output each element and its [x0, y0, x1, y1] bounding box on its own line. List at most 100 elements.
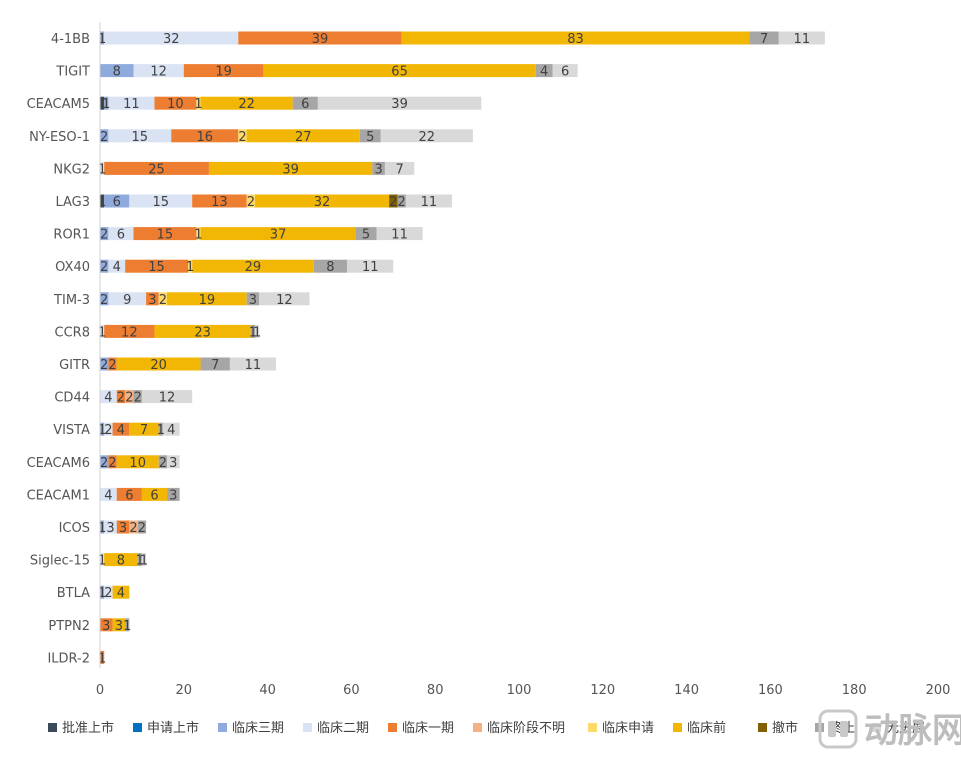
bars-layer: [100, 31, 825, 664]
data-label: 2: [100, 293, 108, 308]
category-label: Siglec-15: [30, 554, 90, 569]
data-label: 8: [326, 260, 334, 275]
bar-segment: [108, 357, 117, 371]
data-label: 7: [760, 32, 768, 47]
bar-segment: [196, 96, 201, 110]
bar-segment: [171, 129, 239, 143]
legend-swatch: [758, 723, 767, 732]
bar-segment: [100, 357, 109, 371]
legend-swatch: [48, 723, 57, 732]
bar-segment: [749, 31, 779, 45]
legend-swatch: [303, 723, 312, 732]
bar-segment: [154, 96, 197, 110]
data-label: 2: [108, 358, 116, 373]
bar-segment: [104, 422, 113, 436]
bar-segment: [552, 64, 578, 78]
bar-segment: [255, 194, 390, 208]
data-label: 2: [138, 521, 146, 536]
legend-swatch: [673, 723, 682, 732]
bar-segment: [347, 259, 394, 273]
data-label: 2: [159, 456, 167, 471]
data-label: 12: [121, 325, 138, 340]
data-label: 2: [134, 391, 142, 406]
data-label: 1: [98, 97, 106, 112]
data-label: 1: [249, 325, 257, 340]
bar-segment: [137, 553, 142, 567]
bar-segment: [259, 292, 310, 306]
data-label: 1: [140, 554, 148, 569]
legend-swatch: [588, 723, 597, 732]
data-label: 7: [395, 162, 403, 177]
bar-segment: [162, 422, 180, 436]
data-label: 19: [199, 293, 216, 308]
data-label: 23: [194, 325, 211, 340]
bar-segment: [129, 422, 159, 436]
bar-segment: [133, 64, 184, 78]
bar-segment: [116, 390, 126, 404]
bar-segment: [100, 618, 113, 632]
category-label: ILDR-2: [47, 651, 90, 666]
bar-segment: [125, 618, 130, 632]
data-label: 12: [159, 391, 176, 406]
bar-segment: [100, 161, 105, 175]
bar-segment: [141, 390, 193, 404]
bar-segment: [200, 227, 356, 241]
data-label: 10: [167, 97, 184, 112]
legend-label: 临床阶段不明: [487, 721, 565, 736]
data-label: 6: [113, 195, 121, 210]
data-label: 2: [104, 586, 112, 601]
data-label: 39: [282, 162, 299, 177]
bar-segment: [104, 31, 239, 45]
data-label: 5: [366, 130, 374, 145]
legend-label: 无进展: [886, 721, 925, 736]
bar-segment: [778, 31, 825, 45]
bar-segment: [116, 357, 201, 371]
data-label: 8: [113, 65, 121, 80]
data-label: 1: [98, 195, 106, 210]
data-label: 2: [389, 195, 397, 210]
data-label: 1: [123, 619, 131, 634]
category-label: PTPN2: [48, 619, 90, 634]
data-label: 11: [794, 32, 811, 47]
bar-segment: [355, 227, 377, 241]
bar-segment: [100, 64, 134, 78]
legend-label: 撤市: [772, 720, 798, 736]
data-label: 3: [119, 521, 127, 536]
data-label: 1: [98, 586, 106, 601]
bar-segment: [100, 31, 105, 45]
bar-segment: [100, 455, 109, 469]
bar-segment: [108, 455, 117, 469]
bar-segment: [112, 618, 126, 632]
bar-segment: [141, 487, 168, 501]
data-label: 6: [561, 65, 569, 80]
bar-segment: [100, 553, 105, 567]
data-label: 3: [169, 488, 177, 503]
data-label: 2: [129, 521, 137, 536]
bar-segment: [116, 520, 130, 534]
bar-segment: [246, 292, 260, 306]
data-label: 19: [215, 65, 232, 80]
bar-segment: [167, 455, 180, 469]
bar-segment: [384, 161, 415, 175]
category-label: CEACAM5: [27, 97, 90, 112]
logo-icon: [818, 709, 858, 749]
legend-label: 临床申请: [602, 721, 654, 736]
data-label: 65: [391, 65, 408, 80]
data-label: 1: [253, 325, 261, 340]
bar-segment: [104, 161, 209, 175]
bar-segment: [192, 259, 314, 273]
category-label: BTLA: [57, 586, 90, 601]
bar-segment: [100, 129, 109, 143]
data-label: 22: [419, 130, 436, 145]
category-label: ICOS: [59, 521, 90, 536]
bar-segment: [380, 129, 473, 143]
bar-segment: [183, 64, 264, 78]
bar-segment: [158, 455, 168, 469]
legend: 批准上市申请上市临床三期临床二期临床一期临床阶段不明临床申请临床前撤市终止无进展: [48, 720, 925, 736]
data-label: 1: [186, 260, 194, 275]
data-label: 15: [132, 130, 149, 145]
bar-segment: [100, 390, 117, 404]
bar-segment: [100, 520, 105, 534]
data-label: 3: [115, 619, 123, 634]
